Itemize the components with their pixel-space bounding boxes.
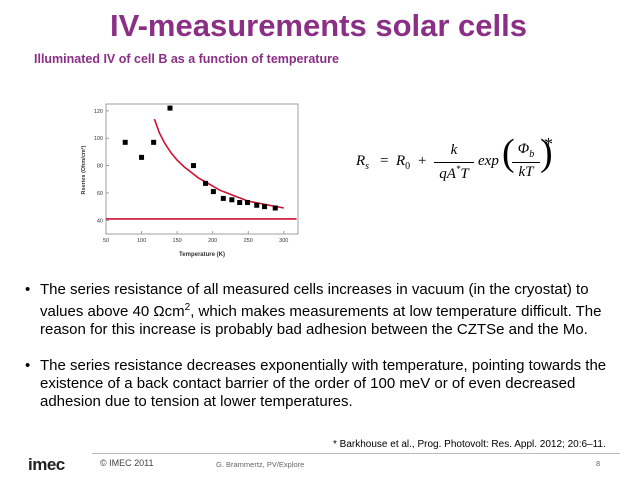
data-point xyxy=(210,189,216,195)
bullet-marker: • xyxy=(25,281,31,298)
x-axis-label: Temperature (K) xyxy=(179,252,225,258)
ohm-symbol: Ω xyxy=(153,303,165,320)
data-point xyxy=(203,180,209,186)
bullet-item: • The series resistance decreases expone… xyxy=(25,357,607,410)
formula-left-paren: ( xyxy=(502,132,515,174)
bullet-marker: • xyxy=(25,357,31,374)
reference-footnote: * Barkhouse et al., Prog. Photovolt: Res… xyxy=(333,439,606,450)
y-tick-label: 80 xyxy=(97,164,103,170)
y-tick-label: 120 xyxy=(94,109,103,115)
slide-subtitle: Illuminated IV of cell B as a function o… xyxy=(34,52,339,66)
formula-equals: = xyxy=(380,153,389,169)
formula-exp-fraction-bar xyxy=(512,162,540,163)
formula-fraction-bar xyxy=(434,162,474,163)
y-tick-label: 40 xyxy=(97,218,103,224)
data-point xyxy=(122,139,128,145)
x-tick-label: 150 xyxy=(173,238,182,244)
data-point xyxy=(139,154,145,160)
data-point xyxy=(151,139,157,145)
data-point xyxy=(237,200,243,206)
page-number: 8 xyxy=(596,459,601,468)
formula-reference-star: * xyxy=(544,134,553,154)
data-point xyxy=(229,197,235,203)
imec-logo: imec xyxy=(28,455,65,474)
bullet-list: • The series resistance of all measured … xyxy=(22,281,612,429)
formula-r0: R xyxy=(396,153,406,169)
x-tick-label: 200 xyxy=(208,238,217,244)
data-point xyxy=(272,205,278,211)
slide-title: IV-measurements solar cells xyxy=(110,8,528,43)
author-text: G. Brammertz, PV/Explore xyxy=(216,460,305,469)
data-point xyxy=(262,204,268,210)
slide-footer: imec © IMEC 2011 G. Brammertz, PV/Explor… xyxy=(0,450,638,479)
y-tick-label: 60 xyxy=(97,191,103,197)
copyright-text: © IMEC 2011 xyxy=(100,458,154,468)
bullet-item: • The series resistance of all measured … xyxy=(25,281,602,338)
y-tick-label: 100 xyxy=(94,136,103,142)
footer-divider xyxy=(92,453,620,454)
y-axis-label: Rseries (Ohm/cm²) xyxy=(80,145,87,194)
x-tick-label: 50 xyxy=(103,238,109,244)
formula-kt: kT xyxy=(518,164,534,180)
formula-right-paren: ) xyxy=(540,132,553,174)
data-point xyxy=(254,202,260,208)
data-point xyxy=(190,163,196,169)
x-tick-label: 300 xyxy=(279,238,288,244)
x-tick-label: 100 xyxy=(137,238,146,244)
series-resistance-formula: Rs = R0 + k qA*T exp ( Φb kT ) * xyxy=(356,132,553,182)
formula-rs: R xyxy=(356,153,366,169)
data-point xyxy=(220,195,226,201)
formula-exp: exp xyxy=(478,153,499,169)
plot-frame xyxy=(105,103,299,235)
rseries-temperature-chart: 40 60 80 100 120 50 100 150 200 250 300 Rseries (… xyxy=(80,103,299,258)
formula-numerator: k xyxy=(450,142,458,158)
data-point xyxy=(167,105,173,111)
exponential-fit-line xyxy=(153,118,284,209)
formula-plus: + xyxy=(418,153,427,169)
data-point xyxy=(245,200,251,206)
x-tick-label: 250 xyxy=(244,238,253,244)
